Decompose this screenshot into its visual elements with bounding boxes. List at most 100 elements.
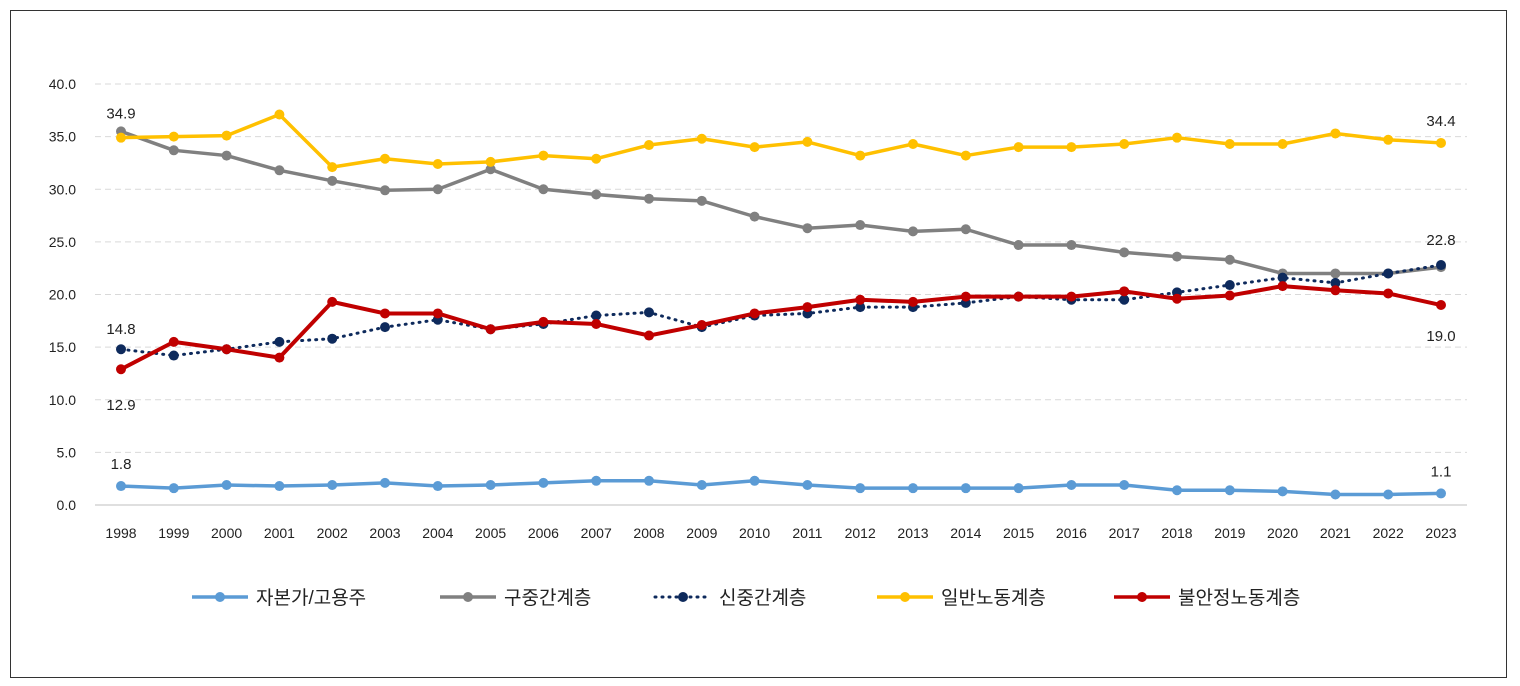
data-point [1066,240,1077,251]
data-point [221,130,232,141]
data-point [327,162,338,173]
data-point [1436,137,1446,148]
x-tick-label: 2022 [1373,525,1404,541]
x-tick-label: 1998 [105,525,136,541]
data-point [168,350,179,361]
data-point [591,475,602,486]
data-point [1013,291,1024,302]
data-point [380,308,390,319]
data-point [116,364,126,375]
data-point [327,333,338,344]
data-point [380,477,390,488]
data-point [855,294,866,305]
legend-marker [215,592,225,602]
data-point [855,302,866,313]
data-point [960,291,971,302]
data-point [696,133,707,144]
data-point [802,136,813,147]
data-label: 19.0 [1426,328,1455,345]
data-point [1436,300,1446,311]
x-tick-label: 2023 [1425,525,1456,541]
series-4 [116,281,1446,375]
data-point [1383,268,1394,279]
x-tick-label: 2016 [1056,525,1087,541]
data-point [1277,138,1288,149]
data-point [1013,483,1024,494]
data-point [1277,486,1288,497]
data-point [802,480,813,491]
x-tick-label: 2007 [581,525,612,541]
data-point [1330,489,1341,500]
data-point [1277,281,1288,292]
x-tick-label: 2009 [686,525,717,541]
x-tick-label: 2001 [264,525,295,541]
legend-marker [900,592,910,602]
x-tick-label: 2006 [528,525,559,541]
data-point [908,226,918,237]
data-point [274,109,285,120]
data-point [274,481,285,492]
x-tick-label: 1999 [158,525,189,541]
chart-border [10,10,1507,678]
data-point [1383,489,1394,500]
data-point [644,307,654,318]
data-point [855,483,866,494]
x-tick-label: 2010 [739,525,770,541]
data-label: 1.8 [111,456,132,473]
data-label: 34.4 [1426,113,1455,130]
data-point [908,483,918,494]
x-tick-label: 2002 [317,525,348,541]
data-point [1224,290,1235,301]
data-point [485,324,496,335]
data-point [908,138,918,149]
legend-label: 구중간계층 [504,587,591,609]
data-point [1224,254,1235,265]
data-point [591,153,602,164]
data-point [591,189,602,200]
x-tick-label: 2003 [369,525,400,541]
y-tick-label: 15.0 [49,339,76,355]
data-point [644,330,654,341]
data-point [696,195,707,206]
x-tick-label: 2011 [792,525,822,541]
data-point [538,477,549,488]
data-point [1066,480,1077,491]
data-point [485,156,496,167]
x-tick-label: 2020 [1267,525,1298,541]
data-point [327,480,338,491]
x-tick-label: 2021 [1320,525,1351,541]
data-point [432,481,443,492]
data-point [168,131,179,142]
data-point [485,164,496,175]
data-point [749,308,760,319]
data-point [960,483,971,494]
legend-item: 자본가/고용주 [192,587,366,609]
data-point [1172,485,1182,496]
data-point [1436,488,1446,499]
x-tick-label: 2019 [1214,525,1245,541]
y-tick-label: 35.0 [49,129,76,145]
legend-marker [678,592,688,602]
x-tick-label: 2000 [211,525,242,541]
series-0 [116,475,1446,500]
legend-item: 불안정노동계층 [1114,587,1300,609]
data-point [168,145,179,156]
data-point [327,175,338,186]
legend-label: 일반노동계층 [941,587,1046,609]
data-point [749,211,760,222]
y-tick-label: 5.0 [57,444,77,460]
data-point [1224,138,1235,149]
y-tick-label: 40.0 [49,76,76,92]
data-point [221,150,232,161]
data-point [960,224,971,235]
data-point [802,302,813,313]
legend-item: 구중간계층 [440,587,591,609]
data-point [1013,142,1024,153]
data-point [1330,128,1341,139]
data-point [1330,268,1341,279]
data-point [538,184,549,195]
data-point [802,223,813,234]
data-point [380,185,390,196]
x-tick-label: 2018 [1161,525,1192,541]
